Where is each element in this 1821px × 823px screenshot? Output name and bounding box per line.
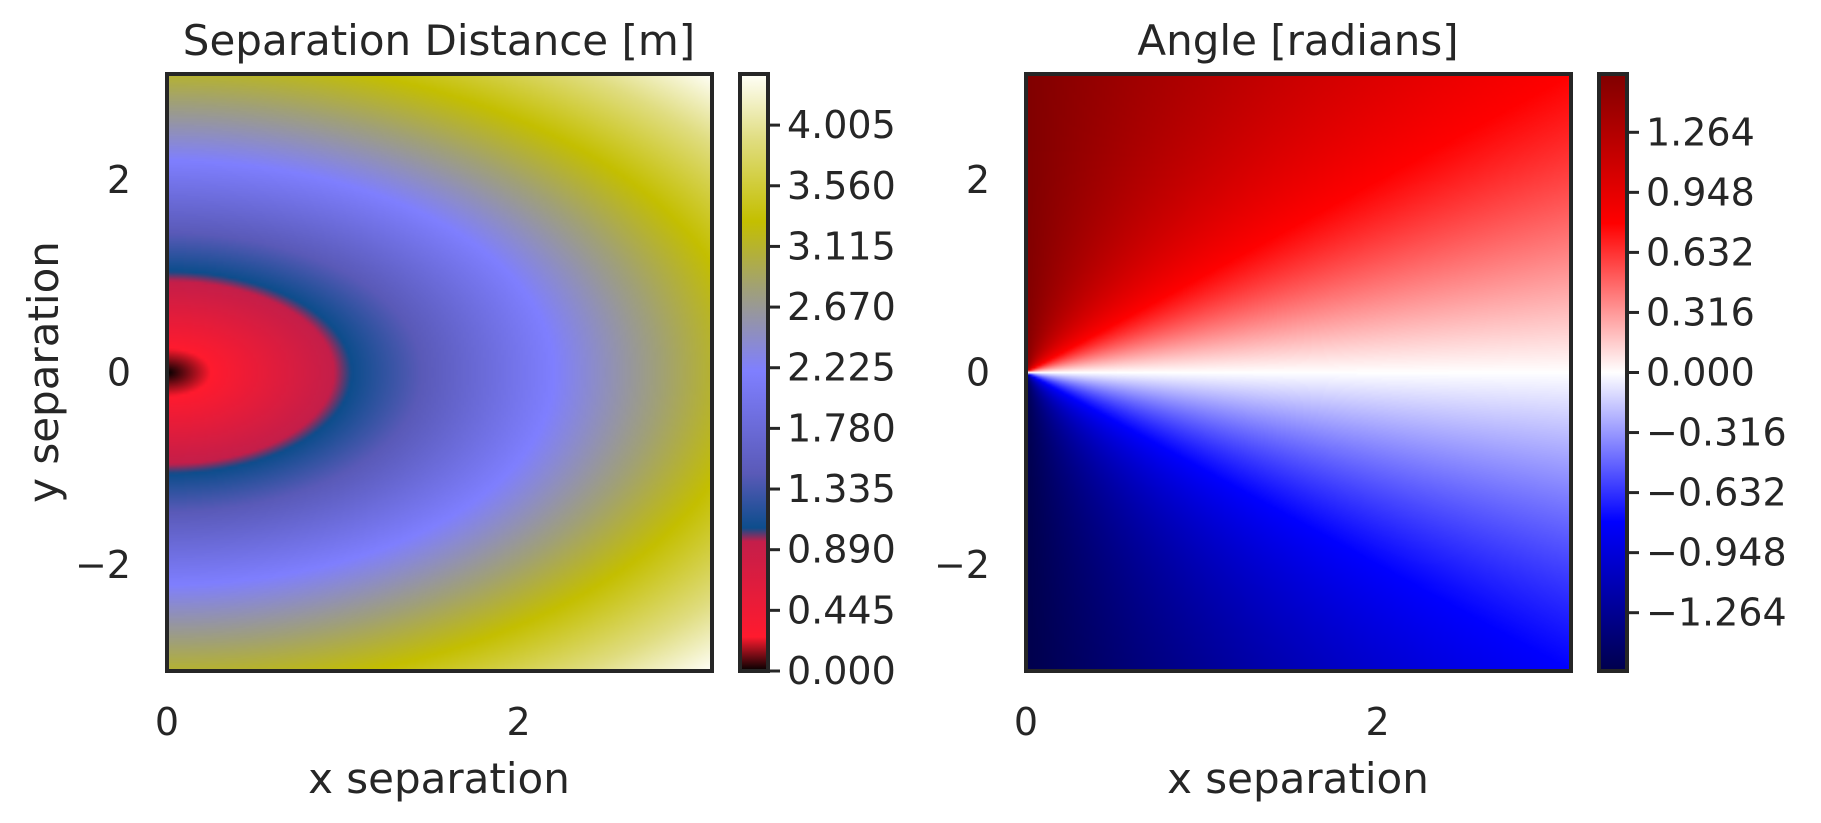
angle-y-tick-label: 0 <box>966 351 990 395</box>
distance-y-tick-label: 2 <box>107 158 131 202</box>
distance-heatmap <box>167 74 712 671</box>
angle-title: Angle [radians] <box>1137 16 1458 65</box>
angle-colorbar-tick-label: −0.948 <box>1646 531 1787 575</box>
distance-colorbar-tick-label: 3.115 <box>787 224 896 268</box>
angle-colorbar-tick-label: 0.000 <box>1646 351 1755 395</box>
distance-panel: Separation Distance [m] x separation y s… <box>19 16 896 803</box>
distance-colorbar-tick-label: 4.005 <box>787 103 896 147</box>
angle-colorbar-tick-label: −0.632 <box>1646 471 1787 515</box>
distance-colorbar-tick-label: 1.780 <box>787 406 896 450</box>
angle-colorbar-tick-label: 0.948 <box>1646 170 1755 214</box>
distance-colorbar-gradient <box>740 74 768 671</box>
distance-x-tick-label: 0 <box>155 700 179 744</box>
distance-y-tick-label: 0 <box>107 351 131 395</box>
distance-y-ticks: 2 0 −2 <box>75 158 131 587</box>
angle-heatmap <box>1026 74 1571 671</box>
distance-colorbar-tick-label: 0.445 <box>787 588 896 632</box>
distance-colorbar-tick-label: 0.000 <box>787 649 896 693</box>
angle-colorbar-tick-label: −0.316 <box>1646 411 1787 455</box>
angle-colorbar-tick-label: −1.264 <box>1646 591 1787 635</box>
angle-y-tick-label: 2 <box>966 158 990 202</box>
distance-y-tick-label: −2 <box>75 543 131 587</box>
angle-colorbar-tick-label: 1.264 <box>1646 110 1755 154</box>
angle-heatmap-image <box>1026 74 1571 671</box>
distance-title: Separation Distance [m] <box>183 16 695 65</box>
distance-colorbar-tick-label: 2.670 <box>787 285 896 329</box>
angle-colorbar-tick-label: 0.632 <box>1646 230 1755 274</box>
distance-colorbar-tick-label: 2.225 <box>787 346 896 390</box>
distance-x-axis-label: x separation <box>308 754 570 803</box>
distance-heatmap-image <box>167 74 712 671</box>
distance-colorbar: 0.000 0.445 0.890 1.335 1.780 2.225 2.670 3.115… <box>740 74 896 693</box>
angle-colorbar-gradient <box>1599 74 1627 671</box>
distance-colorbar-tick-label: 1.335 <box>787 467 896 511</box>
angle-colorbar: 1.264 0.948 0.632 0.316 0.000 −0.316 −0.632 −0.… <box>1599 74 1787 671</box>
distance-x-tick-label: 2 <box>507 700 531 744</box>
angle-x-tick-label: 0 <box>1014 700 1038 744</box>
distance-y-axis-label: y separation <box>19 241 68 503</box>
angle-y-tick-label: −2 <box>934 543 990 587</box>
angle-x-tick-label: 2 <box>1366 700 1390 744</box>
distance-colorbar-tick-label: 3.560 <box>787 164 896 208</box>
distance-colorbar-tick-label: 0.890 <box>787 528 896 572</box>
angle-colorbar-tick-label: 0.316 <box>1646 290 1755 334</box>
angle-x-axis-label: x separation <box>1167 754 1429 803</box>
angle-y-ticks: 2 0 −2 <box>934 158 990 587</box>
